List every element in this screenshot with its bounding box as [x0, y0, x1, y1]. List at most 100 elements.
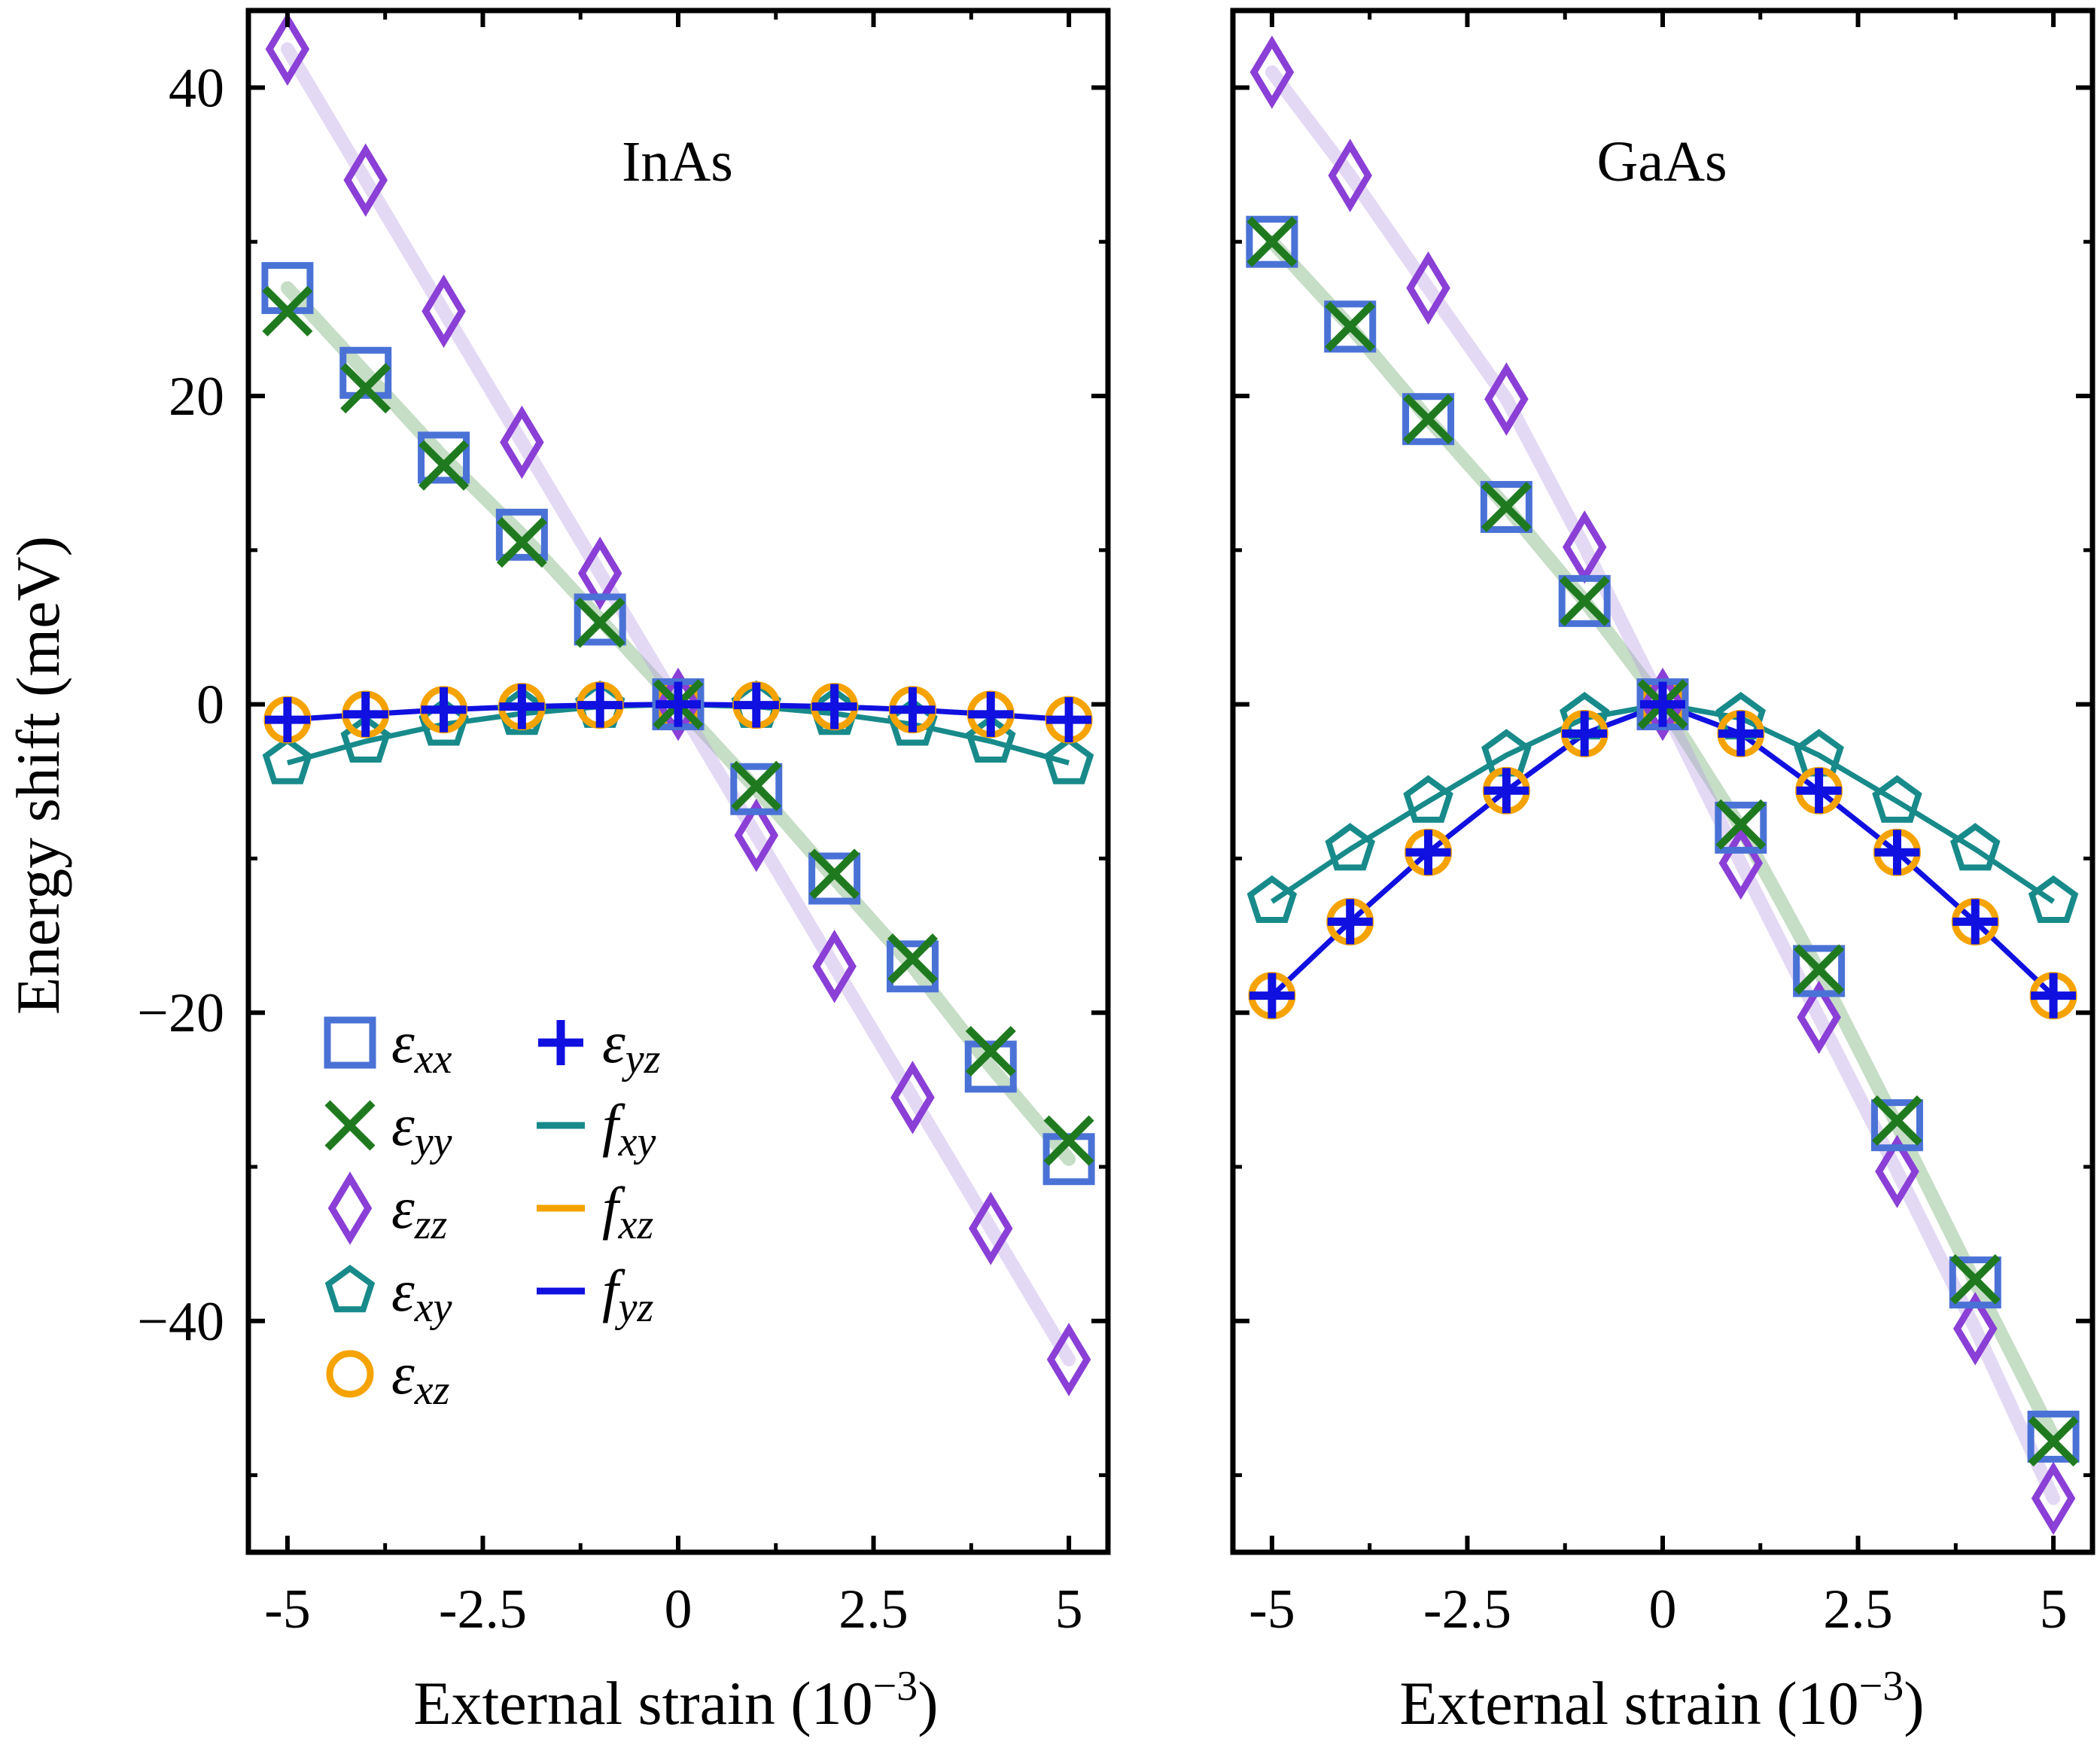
point-ezz-inas	[265, 12, 310, 86]
y-tick-label: 20	[169, 366, 224, 428]
point-eyy-inas	[262, 285, 313, 336]
legend-symbol: ε	[391, 1009, 415, 1075]
legend-subscript: yy	[411, 1119, 452, 1165]
x-tick-label: -5	[1249, 1579, 1295, 1640]
y-tick-label: −20	[137, 982, 224, 1044]
legend-label-eyz: εyz	[602, 1009, 661, 1083]
legend-marker-eyy	[324, 1100, 376, 1151]
point-eyz-inas	[656, 681, 701, 727]
panel-inas: InAs −40 −20 0 20 40 -5 -2.5 0 2.5 5	[137, 8, 1111, 1640]
point-eyz-gaas	[1327, 899, 1373, 945]
point-eyy-gaas	[1481, 481, 1532, 532]
x-axis-title-exponent: −3	[1859, 1663, 1904, 1710]
point-ezz-gaas	[1953, 1292, 1998, 1366]
point-exx-inas	[886, 940, 939, 993]
point-eyz-inas	[421, 687, 467, 732]
legend-subscript: xx	[414, 1036, 452, 1083]
point-eyy-inas	[887, 933, 938, 985]
fit-line-fyz-gaas	[1270, 702, 2056, 998]
x-tick-label: 2.5	[838, 1579, 908, 1640]
x-axis-title-close: )	[918, 1669, 938, 1737]
axes-frame-inas	[245, 8, 1111, 1555]
x-tick-label: 5	[2040, 1579, 2068, 1640]
point-ezz-inas	[969, 1192, 1013, 1265]
x-axis-title-text: External strain (10	[1399, 1669, 1858, 1737]
legend-subscript: xy	[618, 1119, 656, 1165]
y-tick-label: 40	[169, 57, 224, 119]
point-ezz-inas	[1046, 1323, 1091, 1396]
point-eyz-gaas	[1562, 711, 1608, 757]
point-eyz-gaas	[1874, 830, 1920, 876]
point-eyy-gaas	[1715, 799, 1767, 850]
legend-label-exy: εxy	[391, 1258, 452, 1331]
point-ezz-inas	[890, 1061, 935, 1134]
x-axis-title-gaas: External strain (10−3)	[1399, 1663, 1924, 1737]
x-tick-label: -2.5	[1423, 1579, 1511, 1640]
point-eyy-inas	[1043, 1115, 1094, 1166]
point-exx-gaas	[1480, 480, 1532, 533]
point-exy-inas	[1043, 736, 1094, 784]
legend-marker-exz	[326, 1350, 374, 1398]
point-eyy-inas	[731, 760, 782, 812]
point-eyz-inas	[968, 691, 1014, 737]
legend-symbol: ε	[602, 1009, 625, 1075]
legend-subscript: xz	[618, 1201, 654, 1248]
point-eyz-inas	[733, 682, 779, 728]
point-exy-inas	[340, 714, 391, 763]
point-exx-inas	[730, 763, 783, 815]
point-exx-inas	[964, 1040, 1017, 1093]
point-eyy-inas	[418, 440, 470, 491]
legend-subscript: yz	[615, 1284, 654, 1331]
x-axis-title-close: )	[1904, 1669, 1924, 1737]
legend-label-exx: εxx	[391, 1009, 452, 1083]
fit-band-zz-gaas	[1265, 65, 2061, 1506]
point-eyy-gaas	[1949, 1253, 2001, 1305]
point-eyy-inas	[809, 848, 860, 900]
point-exx-inas	[495, 508, 548, 561]
legend-marker-ezz	[327, 1171, 373, 1245]
point-eyy-gaas	[2028, 1416, 2079, 1467]
legend-symbol: ε	[391, 1258, 415, 1323]
point-eyz-gaas	[1249, 973, 1295, 1019]
point-exx-gaas	[1324, 300, 1377, 353]
x-tick-label: 0	[1649, 1579, 1677, 1640]
x-axis-title-text: External strain (10	[413, 1669, 872, 1737]
point-ezz-gaas	[1406, 251, 1450, 325]
point-exx-gaas	[1402, 393, 1455, 446]
point-eyy-gaas	[1794, 944, 1845, 995]
legend-label-fyz: fyz	[602, 1258, 654, 1331]
x-tick-label: -5	[264, 1579, 311, 1640]
legend-label-exz: εxz	[391, 1341, 450, 1414]
legend-symbol: ε	[391, 1341, 415, 1406]
point-ezz-inas	[343, 143, 388, 218]
point-ezz-gaas	[1797, 980, 1841, 1055]
legend-subscript: yz	[622, 1036, 661, 1083]
point-exy-gaas	[1949, 823, 2001, 871]
point-eyz-gaas	[1796, 768, 1842, 814]
point-exx-gaas	[1793, 945, 1846, 997]
point-eyy-gaas	[1559, 575, 1610, 626]
point-eyz-inas	[264, 697, 310, 743]
x-tick-label: 2.5	[1823, 1579, 1893, 1640]
point-ezz-inas	[422, 274, 466, 349]
x-tick-label: -2.5	[439, 1579, 527, 1640]
point-eyz-inas	[577, 682, 623, 728]
legend-subscript: zz	[414, 1201, 448, 1248]
legend-marker-eyz	[538, 1020, 583, 1065]
panel-title-gaas: GaAs	[1596, 130, 1727, 193]
point-exy-gaas	[1325, 823, 1376, 871]
legend-label-eyy: εyy	[391, 1092, 452, 1165]
point-eyy-inas	[496, 517, 547, 568]
point-eyy-inas	[574, 597, 625, 648]
y-tick-label: 0	[196, 675, 224, 736]
point-eyz-inas	[499, 684, 545, 729]
point-ezz-gaas	[1875, 1134, 1919, 1208]
point-exx-inas	[574, 593, 626, 646]
point-eyz-inas	[342, 691, 388, 737]
x-axis-title-inas: External strain (10−3)	[413, 1663, 938, 1737]
point-exx-gaas	[1949, 1256, 2001, 1309]
point-ezz-inas	[500, 405, 544, 480]
point-eyz-gaas	[2031, 973, 2077, 1019]
